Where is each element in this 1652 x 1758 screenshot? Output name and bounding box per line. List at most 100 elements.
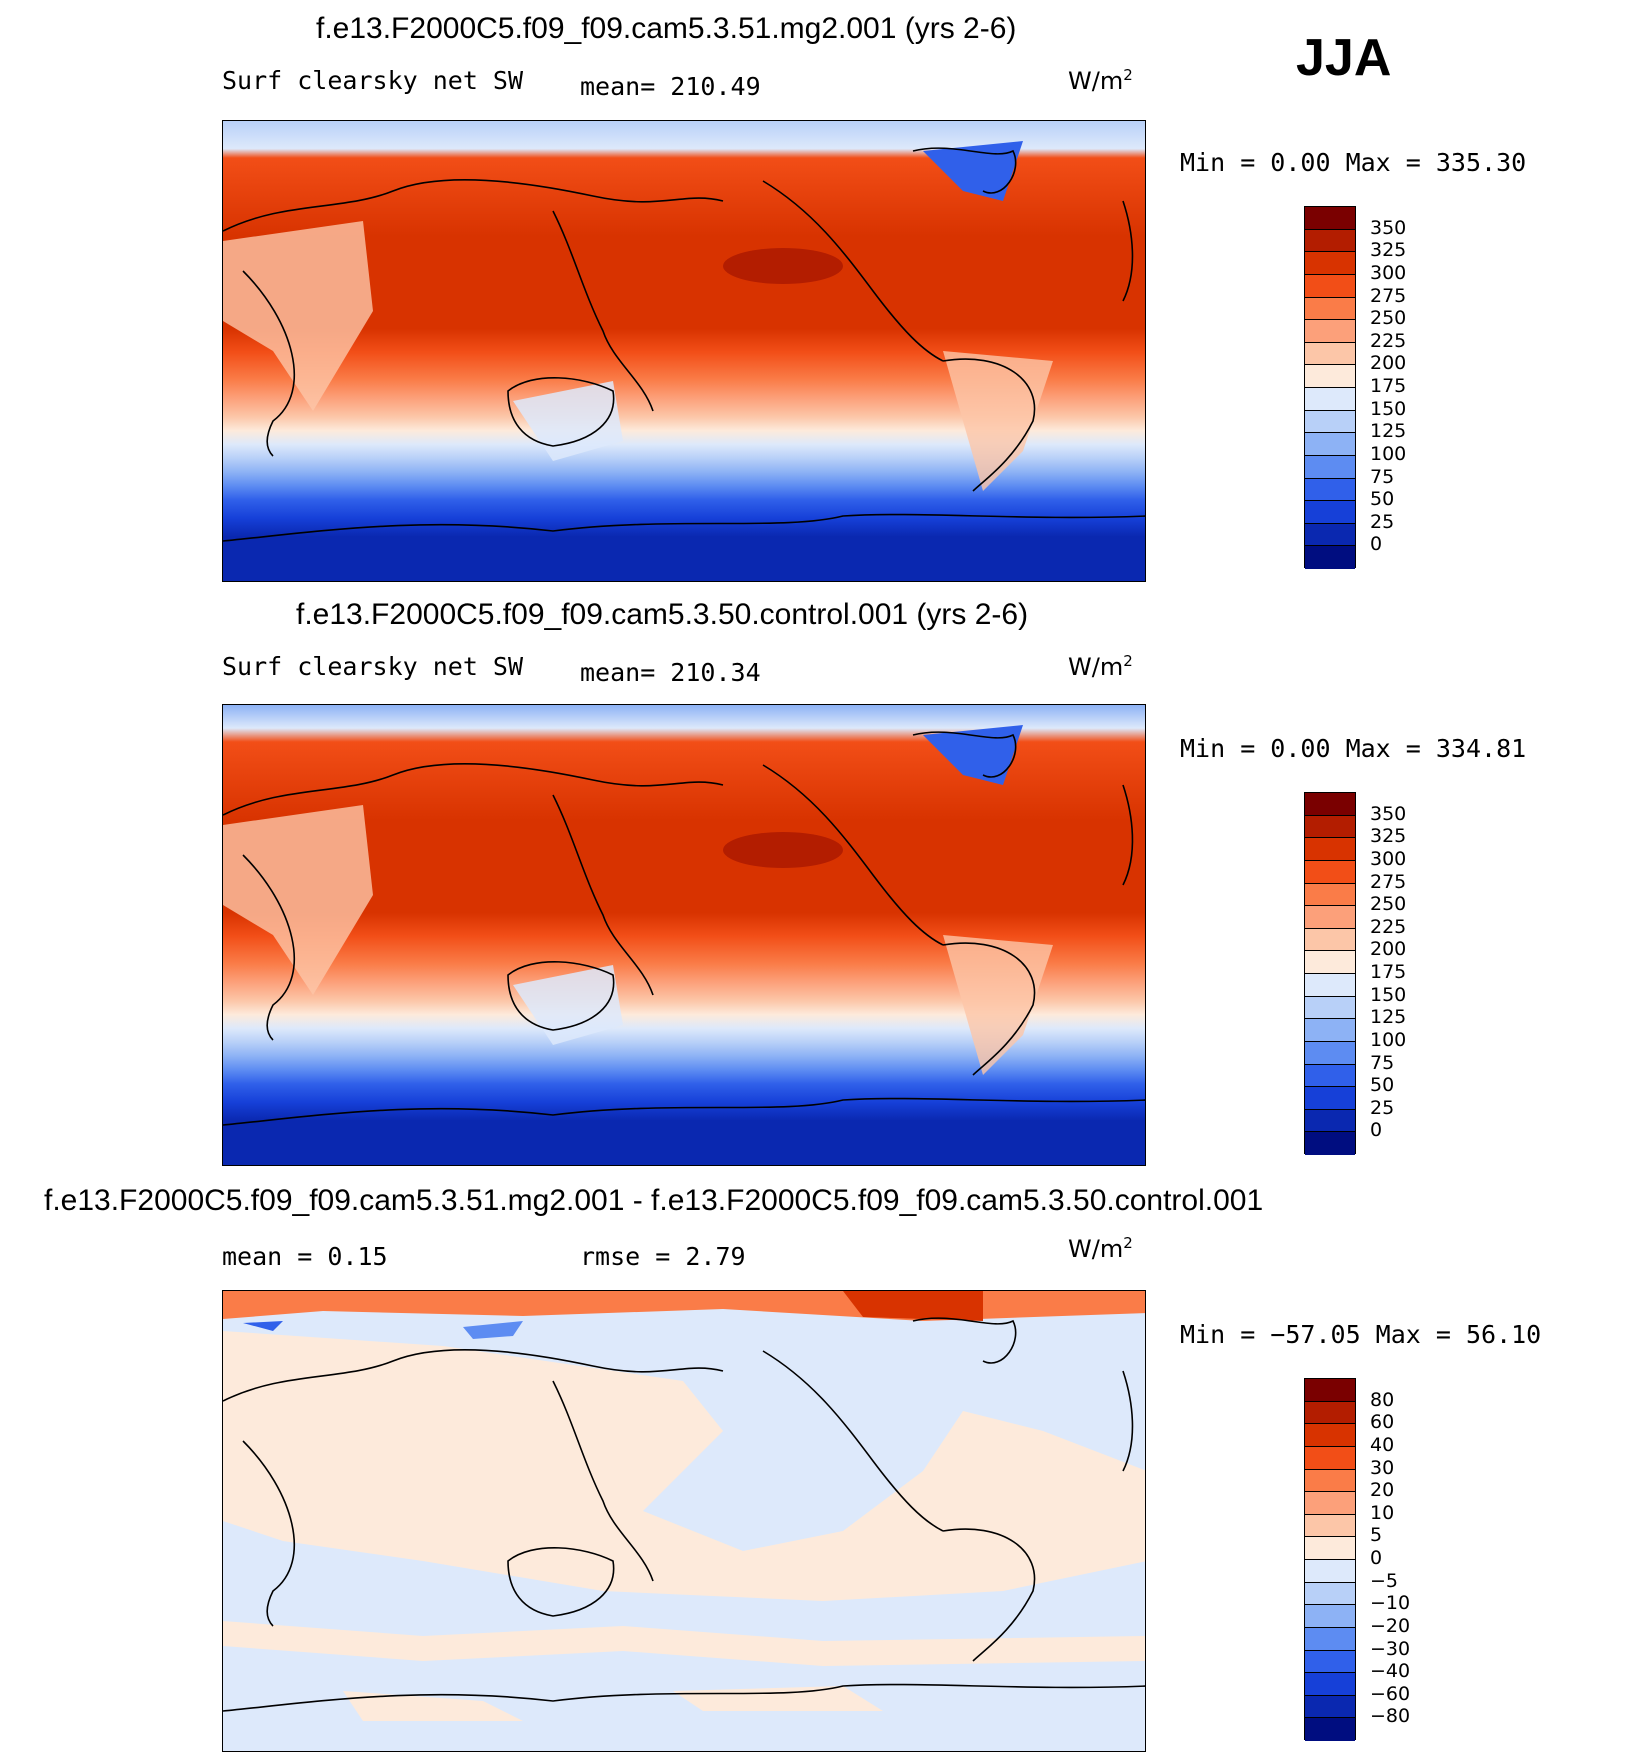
colorbar-swatch: [1305, 793, 1355, 816]
colorbar-swatch: [1305, 1064, 1355, 1088]
panel-1-title: f.e13.F2000C5.f09_f09.cam5.3.51.mg2.001 …: [316, 12, 1017, 45]
colorbar-swatch: [1305, 906, 1355, 929]
panel-1-map-field: [223, 121, 1145, 581]
colorbar-tick-label: 275: [1370, 284, 1407, 307]
colorbar-swatch: [1305, 1401, 1355, 1425]
colorbar-swatch: [1305, 1109, 1355, 1133]
colorbar-tick-label: 80: [1370, 1388, 1395, 1411]
colorbar-swatch: [1305, 478, 1355, 502]
colorbar-tick-label: 350: [1370, 216, 1407, 239]
colorbar-swatch: [1305, 410, 1355, 434]
colorbar-tick-label: 325: [1370, 825, 1407, 848]
panel-3-title: f.e13.F2000C5.f09_f09.cam5.3.51.mg2.001 …: [44, 1184, 1264, 1217]
colorbar-tick-label: 125: [1370, 1006, 1407, 1029]
colorbar-swatch: [1305, 342, 1355, 366]
season-label: JJA: [1296, 29, 1392, 87]
colorbar-swatch: [1305, 951, 1355, 974]
colorbar-tick-label: 125: [1370, 420, 1407, 443]
colorbar-swatch: [1305, 1514, 1355, 1538]
colorbar-swatch: [1305, 501, 1355, 524]
colorbar-tick-label: 250: [1370, 893, 1407, 916]
colorbar-tick-label: −20: [1370, 1614, 1411, 1637]
panel-3-map: [222, 1290, 1146, 1752]
colorbar-swatch: [1305, 1469, 1355, 1493]
colorbar-swatch: [1305, 320, 1355, 343]
colorbar-tick-label: 60: [1370, 1411, 1395, 1434]
panel-2-title: f.e13.F2000C5.f09_f09.cam5.3.50.control.…: [296, 598, 1029, 631]
colorbar-swatch: [1305, 996, 1355, 1020]
colorbar-swatch: [1305, 207, 1355, 230]
panel-1-map: [222, 120, 1146, 582]
colorbar-swatch: [1305, 1605, 1355, 1628]
colorbar-swatch: [1305, 365, 1355, 388]
panel-2-variable: Surf clearsky net SW: [222, 652, 524, 681]
colorbar-swatch: [1305, 1627, 1355, 1651]
colorbar-tick-label: 25: [1370, 510, 1395, 533]
colorbar-tick-label: 100: [1370, 1028, 1407, 1051]
colorbar-tick-label: 75: [1370, 1051, 1395, 1074]
colorbar-swatch: [1305, 1582, 1355, 1606]
colorbar-swatch: [1305, 297, 1355, 321]
colorbar-tick-label: 150: [1370, 983, 1407, 1006]
colorbar-tick-label: 50: [1370, 1074, 1395, 1097]
colorbar-swatch: [1305, 433, 1355, 456]
colorbar-swatch: [1305, 388, 1355, 411]
colorbar-tick-label: 40: [1370, 1433, 1395, 1456]
colorbar-swatch: [1305, 455, 1355, 479]
colorbar-tick-label: 300: [1370, 847, 1407, 870]
colorbar-tick-label: 20: [1370, 1479, 1395, 1502]
panel-2-units: W/m2: [1068, 652, 1133, 681]
colorbar-swatch: [1305, 546, 1355, 569]
colorbar-tick-label: 275: [1370, 870, 1407, 893]
colorbar-swatch: [1305, 1673, 1355, 1696]
panel-1-colorbar: [1304, 206, 1356, 569]
colorbar-tick-label: −60: [1370, 1682, 1411, 1705]
colorbar-tick-label: 150: [1370, 397, 1407, 420]
colorbar-tick-label: 50: [1370, 488, 1395, 511]
colorbar-swatch: [1305, 838, 1355, 861]
colorbar-swatch: [1305, 928, 1355, 952]
colorbar-swatch: [1305, 815, 1355, 839]
colorbar-tick-label: −30: [1370, 1637, 1411, 1660]
colorbar-swatch: [1305, 1650, 1355, 1674]
colorbar-swatch: [1305, 274, 1355, 298]
colorbar-tick-label: 200: [1370, 938, 1407, 961]
panel-2-map: [222, 704, 1146, 1166]
colorbar-tick-label: 0: [1370, 1119, 1383, 1142]
colorbar-swatch: [1305, 883, 1355, 907]
colorbar-swatch: [1305, 229, 1355, 253]
panel-3-minmax: Min = −57.05 Max = 56.10: [1180, 1320, 1542, 1349]
colorbar-tick-label: −80: [1370, 1705, 1411, 1728]
colorbar-swatch: [1305, 1537, 1355, 1560]
colorbar-tick-label: 225: [1370, 915, 1407, 938]
colorbar-swatch: [1305, 1492, 1355, 1515]
colorbar-swatch: [1305, 1695, 1355, 1719]
colorbar-swatch: [1305, 1446, 1355, 1470]
panel-2-colorbar: [1304, 792, 1356, 1155]
panel-3-rmse: rmse = 2.79: [580, 1242, 746, 1271]
colorbar-tick-label: 75: [1370, 465, 1395, 488]
colorbar-tick-label: 350: [1370, 802, 1407, 825]
panel-3-colorbar: [1304, 1378, 1356, 1741]
colorbar-tick-label: 300: [1370, 261, 1407, 284]
panel-3-units: W/m2: [1068, 1234, 1133, 1263]
colorbar-swatch: [1305, 974, 1355, 997]
colorbar-swatch: [1305, 1041, 1355, 1065]
colorbar-swatch: [1305, 1019, 1355, 1042]
colorbar-swatch: [1305, 252, 1355, 275]
panel-3-map-field: [223, 1291, 1145, 1751]
colorbar-tick-label: 200: [1370, 352, 1407, 375]
colorbar-tick-label: 225: [1370, 329, 1407, 352]
colorbar-swatch: [1305, 1087, 1355, 1110]
colorbar-tick-label: 10: [1370, 1501, 1395, 1524]
colorbar-tick-label: 0: [1370, 1547, 1383, 1569]
colorbar-tick-label: 175: [1370, 961, 1407, 983]
panel-2-map-field: [223, 705, 1145, 1165]
colorbar-swatch: [1305, 1424, 1355, 1447]
panel-1-minmax: Min = 0.00 Max = 335.30: [1180, 148, 1527, 177]
colorbar-swatch: [1305, 1718, 1355, 1741]
panel-2-mean: mean= 210.34: [580, 658, 761, 687]
colorbar-tick-label: 250: [1370, 307, 1407, 330]
colorbar-tick-label: 0: [1370, 533, 1383, 556]
colorbar-tick-label: 30: [1370, 1456, 1395, 1479]
